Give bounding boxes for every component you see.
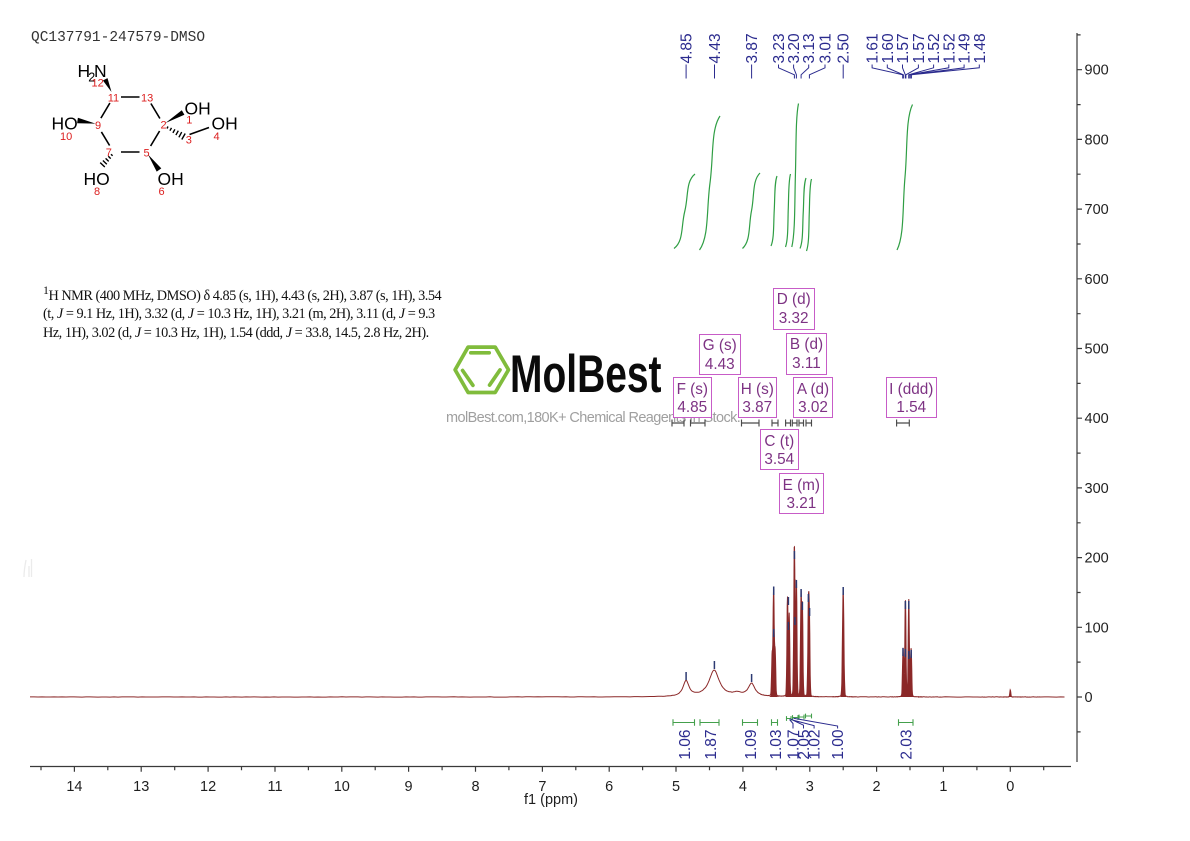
svg-text:1.03: 1.03 (768, 730, 785, 760)
svg-text:700: 700 (1085, 202, 1109, 218)
svg-text:1.60: 1.60 (880, 33, 897, 64)
svg-text:1.61: 1.61 (865, 33, 882, 63)
svg-text:1.49: 1.49 (957, 33, 974, 63)
svg-text:600: 600 (1085, 272, 1109, 288)
svg-text:300: 300 (1085, 481, 1109, 497)
svg-text:3: 3 (806, 779, 814, 795)
svg-text:HO: HO (52, 114, 78, 134)
svg-text:10: 10 (60, 131, 72, 143)
svg-text:f1 (ppm): f1 (ppm) (524, 792, 578, 808)
svg-text:3.23: 3.23 (771, 33, 788, 63)
svg-text:2.05: 2.05 (796, 730, 813, 760)
svg-text:9: 9 (95, 120, 101, 132)
svg-text:400: 400 (1085, 411, 1109, 427)
svg-text:500: 500 (1085, 342, 1109, 358)
svg-text:3.13: 3.13 (801, 33, 818, 63)
svg-text:0: 0 (1006, 779, 1014, 795)
svg-text:900: 900 (1085, 63, 1109, 79)
svg-text:8: 8 (471, 779, 479, 795)
svg-text:3.20: 3.20 (786, 33, 803, 64)
svg-text:4.43: 4.43 (707, 33, 724, 63)
svg-text:2: 2 (873, 779, 881, 795)
svg-text:2: 2 (88, 71, 95, 85)
svg-text:1.06: 1.06 (677, 730, 694, 760)
svg-text:OH: OH (185, 99, 211, 119)
svg-text:6: 6 (605, 779, 613, 795)
svg-text:1.57: 1.57 (895, 33, 912, 63)
svg-text:1.09: 1.09 (743, 730, 760, 760)
svg-text:10: 10 (334, 779, 350, 795)
svg-text:5: 5 (144, 147, 150, 159)
svg-text:7: 7 (106, 147, 112, 159)
svg-text:2: 2 (161, 119, 167, 131)
svg-text:OH: OH (158, 169, 184, 189)
svg-text:13: 13 (133, 779, 149, 795)
svg-text:800: 800 (1085, 132, 1109, 148)
svg-text:3.01: 3.01 (818, 33, 835, 63)
svg-text:HO: HO (84, 169, 110, 189)
svg-text:2.03: 2.03 (898, 730, 915, 760)
svg-text:1.00: 1.00 (830, 729, 847, 760)
svg-text:1.87: 1.87 (703, 730, 720, 760)
svg-text:3.87: 3.87 (744, 33, 761, 63)
svg-text:200: 200 (1085, 551, 1109, 567)
svg-text:N: N (94, 61, 107, 81)
svg-text:14: 14 (66, 779, 82, 795)
svg-text:12: 12 (92, 78, 104, 90)
svg-text:12: 12 (200, 779, 216, 795)
svg-text:6: 6 (159, 186, 165, 198)
svg-text:5: 5 (672, 779, 680, 795)
svg-text:4: 4 (739, 779, 747, 795)
svg-text:1.48: 1.48 (972, 33, 989, 63)
svg-text:2.50: 2.50 (836, 33, 853, 64)
svg-text:11: 11 (267, 779, 282, 795)
svg-text:0: 0 (1085, 690, 1093, 706)
svg-text:100: 100 (1085, 620, 1109, 636)
svg-text:8: 8 (94, 186, 100, 198)
svg-text:1: 1 (186, 115, 192, 127)
svg-text:1.57: 1.57 (911, 33, 928, 63)
svg-text:4: 4 (214, 131, 220, 143)
svg-text:3: 3 (186, 135, 192, 147)
svg-text:OH: OH (212, 114, 238, 134)
svg-text:H: H (78, 61, 91, 81)
svg-text:11: 11 (108, 92, 119, 104)
svg-text:1.52: 1.52 (941, 33, 958, 63)
svg-text:1: 1 (939, 779, 947, 795)
svg-text:13: 13 (141, 92, 153, 104)
svg-text:7: 7 (538, 779, 546, 795)
svg-text:9: 9 (405, 779, 413, 795)
svg-text:1.07: 1.07 (786, 730, 803, 760)
svg-text:4.85: 4.85 (679, 33, 696, 63)
svg-text:1.52: 1.52 (926, 33, 943, 63)
svg-text:1.02: 1.02 (807, 730, 824, 760)
